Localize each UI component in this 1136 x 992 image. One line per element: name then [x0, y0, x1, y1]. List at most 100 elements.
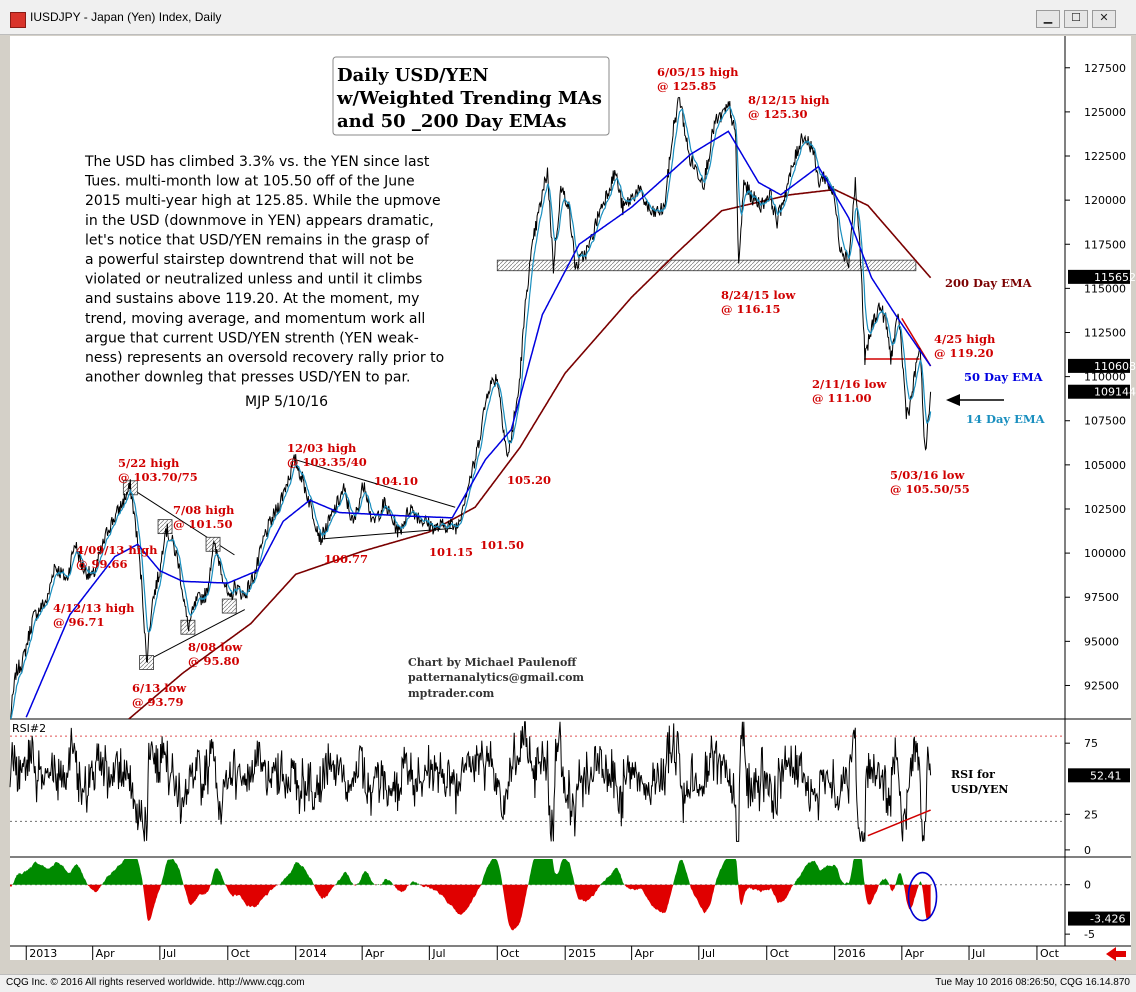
- price-annotation: 7/08 high: [173, 503, 235, 517]
- rsi-trendline: [867, 809, 931, 837]
- support-band: [496, 259, 917, 272]
- price-y-tick-label: 105000: [1084, 459, 1126, 472]
- x-tick-label: Jul: [971, 947, 985, 960]
- price-annotation: 4/12/13 high: [53, 601, 135, 615]
- last-value-tag-price: 109144: [1094, 386, 1136, 399]
- x-tick-label: Jul: [162, 947, 176, 960]
- maximize-button[interactable]: ☐: [1064, 10, 1088, 28]
- price-annotation: 5/03/16 low: [890, 468, 965, 482]
- rsi-annotation-line-1: RSI for: [951, 768, 995, 781]
- price-annotation: @ 101.50: [173, 517, 233, 531]
- series-label-ema50: 50 Day EMA: [964, 370, 1044, 384]
- price-y-tick-label: 92500: [1084, 679, 1119, 692]
- last-value-tag-ema200: 115652: [1094, 271, 1136, 284]
- price-annotation: @ 125.30: [748, 107, 808, 121]
- y-axis-background: [1065, 36, 1131, 960]
- osc-y-tick-label: -5: [1084, 928, 1095, 941]
- price-annotation: @ 99.66: [76, 557, 128, 571]
- commentary-text: The USD has climbed 3.3% vs. the YEN sin…: [84, 154, 444, 386]
- commentary-line: and sustains above 119.20. At the moment…: [85, 291, 419, 307]
- oscillator-positive-area: [10, 859, 931, 885]
- rsi-value-tag-bg: [1068, 768, 1130, 783]
- chart-title-line-2: w/Weighted Trending MAs: [336, 88, 602, 109]
- commentary-line: The USD has climbed 3.3% vs. the YEN sin…: [84, 154, 430, 170]
- scroll-back-arrow-icon[interactable]: [1106, 947, 1126, 961]
- price-annotation: @ 103.70/75: [118, 470, 198, 484]
- x-tick-label: 2013: [29, 947, 57, 960]
- rsi-annotation-line-2: USD/YEN: [951, 783, 1008, 796]
- x-tick-label: Oct: [1040, 947, 1060, 960]
- y-axis-ticks: 127500 125000 122500 120000 117500 115000 1125…: [1065, 62, 1126, 941]
- price-y-tick-label: 100000: [1084, 547, 1126, 560]
- price-annotation: @ 105.50/55: [890, 482, 970, 496]
- price-y-tick-label: 107500: [1084, 415, 1126, 428]
- x-tick-label: 2014: [299, 947, 327, 960]
- price-y-tick-label: 117500: [1084, 238, 1126, 251]
- price-annotation: 5/22 high: [118, 456, 180, 470]
- x-tick-label: Apr: [635, 947, 655, 960]
- price-annotation: 6/13 low: [132, 681, 187, 695]
- x-tick-label: Apr: [905, 947, 925, 960]
- commentary-line: trend, moving average, and momentum work…: [85, 311, 425, 327]
- ma14-line: [10, 105, 932, 719]
- trendline: [294, 459, 456, 508]
- minimize-button[interactable]: ▁: [1036, 10, 1060, 28]
- price-y-tick-label: 127500: [1084, 62, 1126, 75]
- rsi-panel-label: RSI#2: [12, 722, 46, 735]
- price-annotation: 101.15: [429, 545, 473, 559]
- last-value-tag-bg: [1068, 384, 1130, 399]
- x-tick-label: 2015: [568, 947, 596, 960]
- commentary-line: argue that current USD/YEN strenth (YEN …: [85, 330, 419, 346]
- commentary-line: Tues. multi-month low at 105.50 off of t…: [84, 174, 415, 190]
- price-y-tick-label: 95000: [1084, 635, 1119, 648]
- price-y-tick-label: 110000: [1084, 371, 1126, 384]
- annotations: 5/22 high@ 103.70/75 7/08 high@ 101.50 4/0…: [53, 65, 1046, 709]
- ema200-line: [128, 188, 932, 719]
- price-annotation: @ 103.35/40: [287, 455, 367, 469]
- signature: MJP 5/10/16: [245, 394, 328, 410]
- oscillator-highlight-circle: [907, 871, 938, 922]
- commentary-line: in the USD (downmove in YEN) appears dra…: [85, 213, 434, 229]
- series-lines: [9, 96, 932, 842]
- commentary-line: another downleg that presses USD/YEN to …: [85, 370, 410, 386]
- credit-line-3: mptrader.com: [408, 687, 495, 700]
- series-label-ema200: 200 Day EMA: [945, 276, 1033, 290]
- price-y-tick-label: 97500: [1084, 591, 1119, 604]
- oscillator-negative-area: [10, 884, 931, 931]
- price-annotation: 12/03 high: [287, 441, 357, 455]
- price-annotation: 4/25 high: [934, 332, 996, 346]
- price-annotation: 8/24/15 low: [721, 288, 796, 302]
- x-tick-label: 2016: [838, 947, 866, 960]
- rsi-y-tick-label: 25: [1084, 808, 1098, 821]
- credit-line-2: patternanalytics@gmail.com: [408, 671, 584, 684]
- close-button[interactable]: ✕: [1092, 10, 1116, 28]
- rsi-y-tick-label: 0: [1084, 844, 1091, 857]
- price-annotation: 4/09/13 high: [76, 543, 158, 557]
- rsi-line: [9, 721, 932, 842]
- last-value-tag-bg: [1068, 269, 1130, 284]
- price-annotation: 104.10: [374, 474, 418, 488]
- price-annotation: @ 95.80: [188, 654, 240, 668]
- status-timestamp: Tue May 10 2016 08:26:50, CQG 16.14.870: [935, 977, 1130, 988]
- last-value-tag-bg: [1068, 358, 1130, 373]
- x-tick-label: Oct: [770, 947, 790, 960]
- rsi-y-tick-label: 75: [1084, 737, 1098, 750]
- price-y-tick-label: 120000: [1084, 194, 1126, 207]
- price-y-tick-label: 112500: [1084, 326, 1126, 339]
- price-annotation: @ 119.20: [934, 346, 994, 360]
- commentary-line: let's notice that USD/YEN remains in the…: [85, 232, 430, 248]
- commentary-line: a powerful stairstep downtrend that will…: [85, 252, 414, 268]
- x-tick-label: Oct: [231, 947, 251, 960]
- cqg-app-icon: [10, 12, 26, 28]
- price-y-tick-label: 115000: [1084, 282, 1126, 295]
- status-copyright: CQG Inc. © 2016 All rights reserved worl…: [6, 977, 305, 988]
- ema50-line: [25, 130, 932, 718]
- osc-value-tag-bg: [1068, 911, 1130, 926]
- price-arrow-head: [946, 394, 960, 406]
- oscillator-area: [10, 859, 938, 931]
- price-y-tick-label: 122500: [1084, 150, 1126, 163]
- price-annotation: 8/12/15 high: [748, 93, 830, 107]
- commentary-line: ness) represents an oversold recovery ra…: [85, 350, 444, 366]
